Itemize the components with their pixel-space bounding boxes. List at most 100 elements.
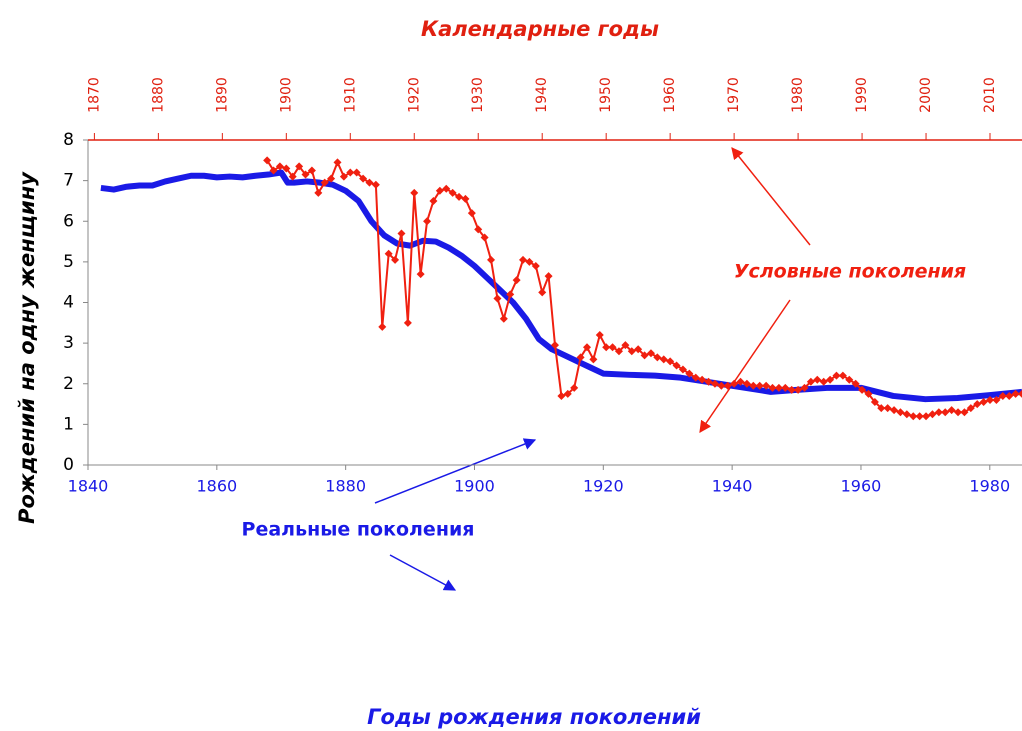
marker — [531, 261, 540, 270]
marker — [691, 373, 700, 382]
marker — [538, 288, 547, 297]
x2-tick-label: 1960 — [662, 77, 678, 113]
marker — [269, 166, 278, 175]
marker — [493, 294, 502, 303]
marker — [685, 369, 694, 378]
marker — [627, 347, 636, 356]
marker — [557, 391, 566, 400]
marker — [589, 355, 598, 364]
x2-tick-label: 1950 — [598, 77, 614, 113]
marker — [947, 406, 956, 415]
marker — [832, 371, 841, 380]
x2-tick-label: 1990 — [854, 77, 870, 113]
marker — [410, 188, 419, 197]
marker — [384, 249, 393, 258]
marker — [717, 381, 726, 390]
marker — [819, 377, 828, 386]
x-tick-label: 1920 — [583, 477, 624, 496]
arrow — [389, 554, 457, 591]
marker — [519, 255, 528, 264]
x2-tick-label: 1920 — [406, 77, 422, 113]
marker — [762, 381, 771, 390]
marker — [979, 398, 988, 407]
marker — [774, 383, 783, 392]
y-tick-label: 4 — [63, 293, 74, 313]
marker — [781, 383, 790, 392]
marker — [934, 408, 943, 417]
marker — [1011, 389, 1020, 398]
marker — [992, 396, 1001, 404]
x2-tick-label: 1880 — [150, 77, 166, 113]
marker — [339, 172, 348, 181]
marker — [570, 383, 579, 392]
marker — [966, 404, 975, 413]
marker — [858, 385, 867, 394]
marker — [896, 408, 905, 417]
marker — [646, 349, 655, 358]
marker — [659, 355, 668, 364]
x2-tick-label: 1930 — [470, 77, 486, 113]
marker — [282, 164, 291, 173]
marker — [826, 375, 835, 384]
marker — [877, 404, 886, 413]
x-tick-label: 1860 — [196, 477, 237, 496]
marker — [634, 345, 643, 354]
marker — [378, 322, 387, 331]
x2-tick-label: 1910 — [342, 77, 358, 113]
marker — [851, 379, 860, 388]
marker — [448, 188, 457, 197]
marker — [365, 178, 374, 187]
x2-tick-label: 2000 — [918, 77, 934, 113]
marker — [397, 229, 406, 238]
y-tick-label: 2 — [63, 374, 74, 394]
arrow — [731, 147, 811, 246]
marker — [640, 351, 649, 360]
marker — [973, 400, 982, 409]
marker — [787, 385, 796, 394]
x2-tick-label: 1940 — [534, 77, 550, 113]
marker — [915, 412, 924, 421]
x-tick-label: 1940 — [712, 477, 753, 496]
marker — [346, 168, 355, 177]
marker — [960, 408, 969, 417]
marker — [595, 331, 604, 339]
marker — [429, 196, 438, 205]
marker — [544, 272, 553, 281]
marker — [314, 188, 323, 197]
marker — [487, 255, 496, 264]
marker — [806, 377, 815, 386]
x2-tick-label: 1980 — [790, 77, 806, 113]
x2-tick-label: 1900 — [278, 77, 294, 113]
marker — [263, 156, 272, 165]
marker — [480, 233, 489, 242]
marker — [736, 377, 745, 386]
x-tick-label: 1960 — [841, 477, 882, 496]
marker — [320, 178, 329, 187]
marker — [755, 381, 764, 390]
marker — [602, 343, 611, 352]
marker — [327, 174, 336, 183]
marker — [455, 192, 464, 201]
marker — [672, 361, 681, 370]
marker — [423, 217, 432, 226]
marker — [295, 162, 304, 171]
marker — [678, 365, 687, 374]
marker — [614, 347, 623, 356]
annotation: Реальные поколения — [242, 519, 475, 541]
x2-tick-label: 1890 — [214, 77, 230, 113]
marker — [275, 162, 284, 171]
marker — [909, 412, 918, 421]
marker — [768, 383, 777, 392]
marker — [845, 375, 854, 384]
marker — [435, 186, 444, 195]
marker — [1018, 389, 1022, 398]
x2-tick-label: 2010 — [982, 77, 998, 113]
marker — [391, 255, 400, 264]
marker — [499, 314, 508, 323]
marker — [902, 410, 911, 419]
marker — [551, 341, 559, 350]
marker — [922, 412, 931, 421]
marker — [928, 410, 937, 419]
x2-tick-label: 1970 — [726, 77, 742, 113]
